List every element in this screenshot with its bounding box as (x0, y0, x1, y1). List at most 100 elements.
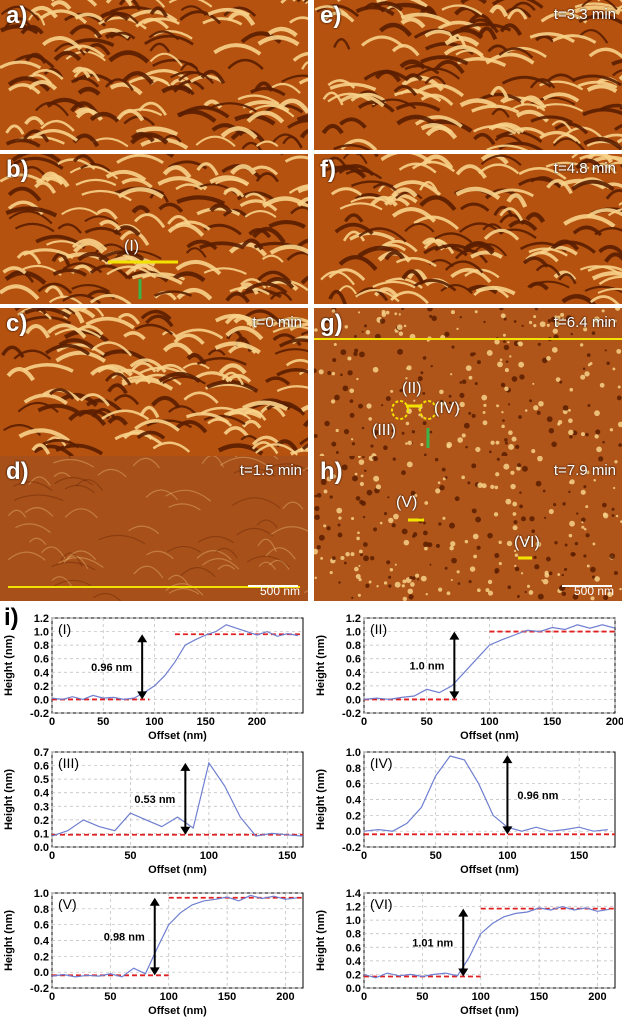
afm-texture (403, 597, 407, 601)
afm-texture (510, 484, 515, 489)
afm-texture (364, 324, 367, 327)
afm-texture (562, 592, 566, 596)
afm-texture (532, 383, 534, 385)
afm-texture (330, 495, 333, 498)
afm-texture (581, 526, 584, 529)
afm-texture (536, 481, 542, 487)
afm-texture (586, 533, 590, 537)
afm-texture (408, 589, 413, 594)
afm-texture (576, 512, 578, 514)
x-tick-label: 0 (361, 991, 367, 1003)
afm-texture (386, 311, 390, 315)
afm-texture (317, 493, 322, 498)
afm-texture (366, 330, 371, 335)
afm-texture (602, 441, 605, 444)
afm-texture (355, 473, 358, 476)
afm-texture (380, 522, 383, 525)
afm-texture (347, 356, 351, 360)
afm-texture (383, 445, 388, 450)
afm-texture (512, 376, 518, 382)
afm-texture (461, 476, 465, 480)
profile-chart-4: -0.20.00.20.40.60.81.00 50 100 150 200Offset… (0, 883, 311, 1018)
afm-texture (552, 347, 558, 353)
chart-title: (V) (58, 896, 77, 912)
afm-texture (569, 521, 575, 527)
afm-panel-e: e) t=3.3 min (314, 0, 622, 150)
afm-texture (562, 502, 565, 505)
afm-texture (412, 535, 415, 538)
afm-panel-b: b) (I) (0, 154, 308, 304)
panel-label-d: d) (6, 458, 29, 486)
x-axis-label: Offset (nm) (148, 864, 207, 876)
afm-texture (475, 382, 478, 385)
marker-vi: (VI) (514, 534, 540, 552)
afm-texture (462, 380, 467, 385)
afm-texture (595, 429, 600, 434)
afm-texture (544, 517, 546, 519)
afm-texture (367, 490, 373, 496)
chart-title: (VI) (370, 896, 393, 912)
afm-texture (487, 350, 493, 356)
afm-texture (465, 446, 468, 449)
afm-texture (570, 552, 575, 557)
afm-texture (518, 415, 522, 419)
x-tick-label: 200 (588, 991, 606, 1003)
afm-texture (356, 378, 358, 380)
afm-texture (618, 385, 621, 388)
afm-texture (315, 577, 317, 579)
afm-texture (540, 321, 546, 327)
afm-texture (401, 470, 406, 475)
y-tick-label: 1.4 (346, 888, 362, 900)
y-tick-label: 0.8 (34, 904, 49, 916)
afm-texture (517, 342, 520, 345)
afm-texture (501, 411, 503, 413)
afm-texture (593, 479, 596, 482)
chart-title: (III) (58, 755, 79, 771)
afm-texture (449, 546, 453, 550)
afm-texture (420, 371, 423, 374)
afm-texture (614, 571, 618, 575)
afm-texture (323, 524, 326, 527)
afm-texture (581, 521, 583, 523)
afm-texture (529, 516, 534, 521)
afm-texture (546, 557, 551, 562)
afm-texture (349, 388, 354, 393)
afm-texture (334, 395, 340, 401)
afm-texture (587, 353, 591, 357)
panel-label-e: e) (320, 2, 341, 30)
y-tick-label: 1.0 (346, 915, 361, 927)
y-tick-label: 0.6 (34, 654, 49, 666)
x-tick-label: 50 (124, 850, 136, 862)
afm-texture (457, 570, 460, 573)
y-tick-label: 0.0 (34, 967, 49, 979)
afm-texture (345, 552, 349, 556)
afm-texture (612, 367, 615, 370)
afm-texture (596, 447, 602, 453)
x-tick-label: 200 (606, 716, 623, 728)
afm-texture (503, 340, 506, 343)
x-tick-label: 150 (218, 991, 236, 1003)
afm-texture (330, 571, 333, 574)
afm-texture (606, 361, 610, 365)
scale-bar-label: 500 nm (260, 584, 300, 598)
afm-texture (497, 361, 503, 367)
afm-texture (464, 423, 470, 429)
afm-texture (340, 349, 346, 355)
afm-texture (602, 309, 605, 312)
afm-texture (616, 349, 621, 354)
marker-iv: (IV) (434, 400, 460, 418)
afm-texture (365, 584, 369, 588)
afm-texture (413, 400, 415, 402)
panel-time-g: t=6.4 min (554, 314, 616, 331)
y-tick-label: 0.1 (34, 828, 49, 840)
y-tick-label: 0.2 (346, 810, 361, 822)
x-tick-label: 50 (421, 716, 433, 728)
afm-texture (581, 432, 585, 436)
afm-texture (590, 567, 596, 573)
afm-texture (449, 395, 452, 398)
afm-texture (423, 541, 429, 547)
afm-texture (477, 360, 481, 364)
afm-texture (517, 595, 520, 598)
y-tick-label: 0.4 (346, 956, 362, 968)
afm-texture (358, 404, 363, 409)
